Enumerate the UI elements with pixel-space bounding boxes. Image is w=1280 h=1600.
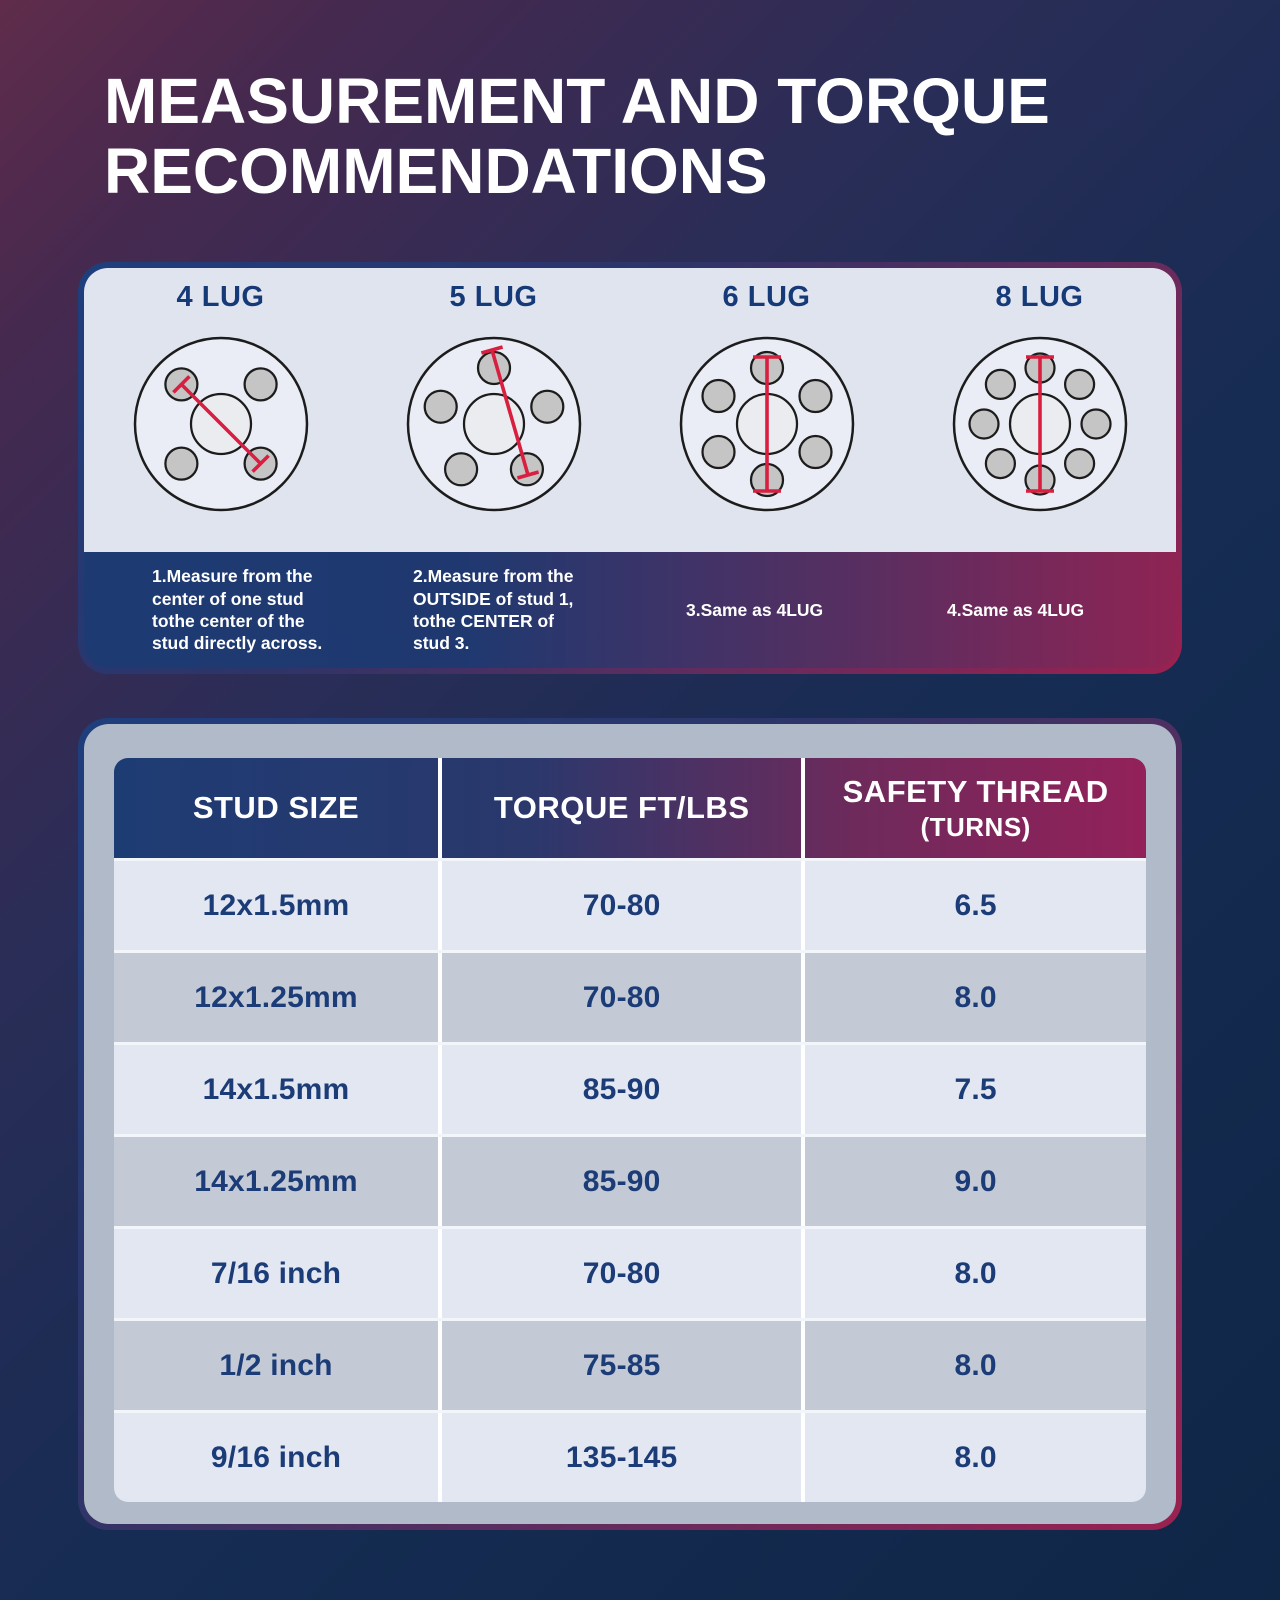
stud-size-value: 12x1.25mm	[194, 980, 358, 1014]
torque-value: 70-80	[438, 953, 801, 1042]
lug-note-1: 1.Measure from the center of one stud to…	[152, 566, 323, 654]
lug-label-5lug: 5 LUG	[449, 281, 538, 313]
torque-table-panel: STUD SIZE TORQUE FT/LBS SAFETY THREAD (T…	[78, 718, 1182, 1530]
measurement-line	[480, 345, 539, 480]
torque-table: STUD SIZE TORQUE FT/LBS SAFETY THREAD (T…	[114, 758, 1146, 1502]
safety-thread-value: 6.5	[801, 861, 1146, 950]
lug-measurement-panel-inner: 4 LUG	[84, 268, 1176, 668]
lug-diagram-6-icon	[679, 336, 854, 512]
lug-note-4: 4.Same as 4LUG	[947, 599, 1085, 620]
measurement-line	[752, 355, 781, 493]
column-header-safety-thread-line2: (TURNS)	[920, 811, 1031, 842]
column-header-stud-size: STUD SIZE	[192, 790, 360, 825]
table-row: 12x1.25mm 70-80 8.0	[114, 950, 1146, 1042]
lug-label-4lug: 4 LUG	[176, 281, 265, 313]
stud-size-value: 14x1.25mm	[194, 1164, 358, 1198]
stud-size-value: 12x1.5mm	[202, 888, 350, 922]
table-row: 7/16 inch 70-80 8.0	[114, 1226, 1146, 1318]
lug-note-3: 3.Same as 4LUG	[686, 599, 824, 620]
torque-value: 75-85	[438, 1321, 801, 1410]
table-row: 12x1.5mm 70-80 6.5	[114, 858, 1146, 950]
lug-diagram-cell-4lug: 4 LUG	[84, 268, 357, 552]
lug-diagram-4-icon	[133, 336, 308, 512]
torque-value: 70-80	[438, 1229, 801, 1318]
column-header-safety-thread: SAFETY THREAD (TURNS)	[801, 758, 1146, 858]
safety-thread-value: 9.0	[801, 1137, 1146, 1226]
lug-note-2: 2.Measure from the OUTSIDE of stud 1, to…	[413, 566, 574, 654]
lug-diagram-8-icon	[952, 336, 1127, 512]
measurement-line	[1025, 355, 1054, 493]
safety-thread-value: 8.0	[801, 1321, 1146, 1410]
stud-size-value: 7/16 inch	[210, 1256, 342, 1290]
table-row: 14x1.25mm 85-90 9.0	[114, 1134, 1146, 1226]
lug-diagram-cell-8lug: 8 LUG	[903, 268, 1176, 552]
table-header-row: STUD SIZE TORQUE FT/LBS SAFETY THREAD (T…	[114, 758, 1146, 858]
lug-label-6lug: 6 LUG	[722, 281, 811, 313]
column-header-safety-thread-line1: SAFETY THREAD	[842, 773, 1109, 809]
stud-size-value: 9/16 inch	[210, 1440, 342, 1474]
lug-notes-band: 1.Measure from the center of one stud to…	[84, 552, 1176, 668]
torque-value: 70-80	[438, 861, 801, 950]
torque-value: 85-90	[438, 1045, 801, 1134]
torque-table-box: STUD SIZE TORQUE FT/LBS SAFETY THREAD (T…	[84, 724, 1176, 1524]
lug-diagram-cell-6lug: 6 LUG	[630, 268, 903, 552]
table-row: 9/16 inch 135-145 8.0	[114, 1410, 1146, 1502]
page-title: MEASUREMENT AND TORQUE RECOMMENDATIONS	[104, 66, 1204, 207]
measurement-line	[171, 375, 270, 473]
torque-value: 135-145	[438, 1413, 801, 1502]
table-row: 1/2 inch 75-85 8.0	[114, 1318, 1146, 1410]
lug-diagram-cell-5lug: 5 LUG	[357, 268, 630, 552]
safety-thread-value: 7.5	[801, 1045, 1146, 1134]
lug-label-8lug: 8 LUG	[995, 281, 1084, 313]
safety-thread-value: 8.0	[801, 1413, 1146, 1502]
stud-size-value: 1/2 inch	[219, 1348, 333, 1382]
page-title-line2: RECOMMENDATIONS	[104, 135, 768, 208]
safety-thread-value: 8.0	[801, 1229, 1146, 1318]
column-header-torque: TORQUE FT/LBS	[438, 758, 801, 858]
table-body: 12x1.5mm 70-80 6.5 12x1.25mm 70-80 8.0 1…	[114, 858, 1146, 1502]
torque-value: 85-90	[438, 1137, 801, 1226]
table-row: 14x1.5mm 85-90 7.5	[114, 1042, 1146, 1134]
lug-measurement-panel: 4 LUG	[78, 262, 1182, 674]
lug-diagrams-row: 4 LUG	[84, 268, 1176, 552]
safety-thread-value: 8.0	[801, 953, 1146, 1042]
lug-diagram-5-icon	[406, 336, 581, 512]
page-title-line1: MEASUREMENT AND TORQUE	[104, 65, 1050, 137]
stud-size-value: 14x1.5mm	[202, 1072, 350, 1106]
